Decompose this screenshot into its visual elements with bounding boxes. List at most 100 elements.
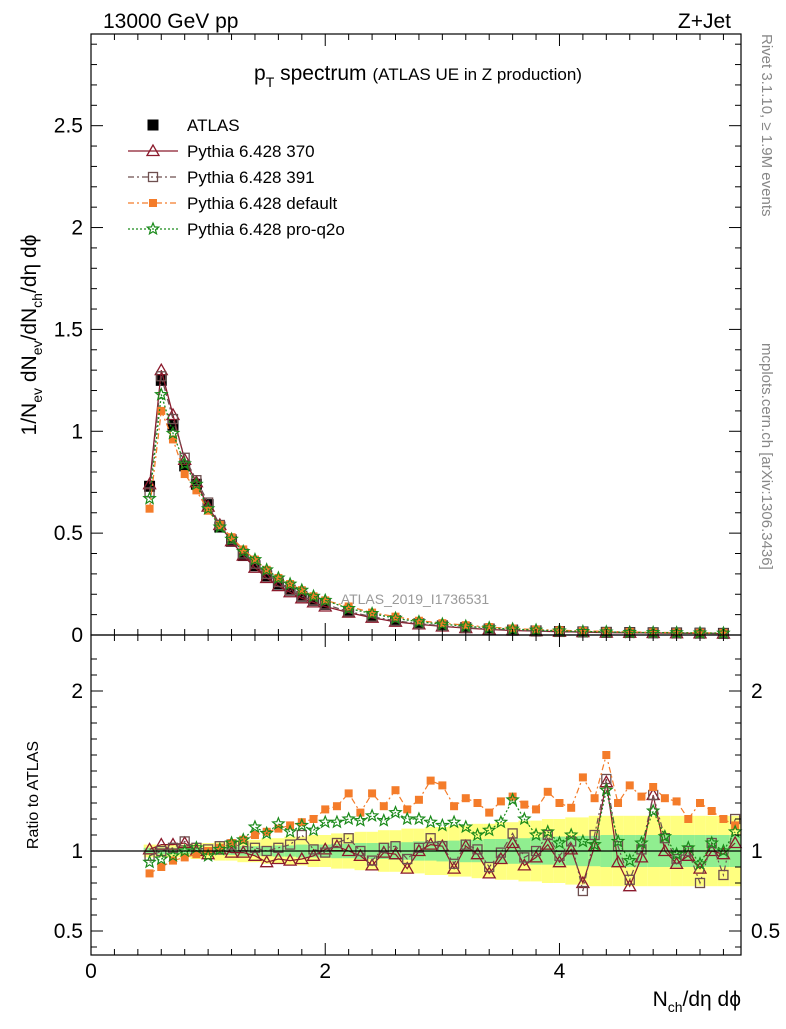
ylabel-sub-3: ch bbox=[29, 293, 45, 308]
ratio-point-pythia-6-428-391 bbox=[460, 839, 471, 850]
point-pythia-6-428-default bbox=[485, 623, 494, 632]
energy-label: 13000 GeV pp bbox=[103, 10, 238, 33]
main-ytick-label: 0 bbox=[71, 624, 83, 647]
legend-marker bbox=[147, 171, 159, 183]
ratio-point-pythia-6-428-pro-q2o bbox=[505, 792, 520, 806]
ratio-point-pythia-6-428-391 bbox=[484, 861, 495, 873]
ratio-point-pythia-6-428-pro-q2o bbox=[517, 811, 532, 826]
ratio-point-pythia-6-428-pro-q2o bbox=[692, 856, 708, 870]
ratio-point-pythia-6-428-default bbox=[684, 815, 693, 823]
point-pythia-6-428-default bbox=[239, 545, 248, 554]
ratio-point-pythia-6-428-370 bbox=[154, 837, 169, 850]
ratio-point-pythia-6-428-pro-q2o bbox=[528, 827, 544, 842]
ratio-point-pythia-6-428-default bbox=[485, 808, 494, 817]
legend-marker bbox=[149, 199, 157, 207]
point-pythia-6-428-370 bbox=[282, 584, 298, 598]
ratio-point-pythia-6-428-default bbox=[438, 781, 447, 790]
ratio-point-pythia-6-428-default bbox=[602, 751, 611, 759]
ratio-point-pythia-6-428-pro-q2o bbox=[540, 824, 556, 838]
ratio-point-pythia-6-428-default bbox=[660, 794, 669, 803]
ratio-point-pythia-6-428-default bbox=[379, 802, 388, 811]
ratio-point-pythia-6-428-pro-q2o bbox=[306, 822, 321, 837]
ratio-point-pythia-6-428-pro-q2o bbox=[435, 817, 450, 832]
legend-entry-pythia-6-428-370: Pythia 6.428 370 bbox=[128, 142, 315, 161]
ratio-point-pythia-6-428-391 bbox=[542, 829, 553, 841]
ratio-point-pythia-6-428-391 bbox=[694, 877, 706, 889]
ratio-point-pythia-6-428-391 bbox=[624, 874, 635, 885]
ratio-point-pythia-6-428-pro-q2o bbox=[587, 836, 602, 851]
ratio-point-pythia-6-428-370 bbox=[400, 861, 415, 874]
ratio-point-pythia-6-428-default bbox=[567, 803, 576, 812]
ratio-point-pythia-6-428-370 bbox=[634, 850, 649, 863]
ratio-point-pythia-6-428-default bbox=[555, 799, 564, 807]
point-pythia-6-428-default bbox=[145, 504, 154, 513]
ratio-point-pythia-6-428-pro-q2o bbox=[212, 841, 228, 856]
ratio-point-pythia-6-428-pro-q2o bbox=[411, 811, 427, 826]
title-main-sub: T bbox=[266, 74, 275, 90]
point-pythia-6-428-pro-q2o bbox=[364, 605, 380, 620]
ratio-point-pythia-6-428-391 bbox=[577, 885, 589, 897]
point-pythia-6-428-default bbox=[157, 406, 166, 415]
ratio-point-pythia-6-428-default bbox=[297, 818, 306, 827]
point-pythia-6-428-default bbox=[180, 470, 189, 479]
point-pythia-6-428-370 bbox=[247, 560, 263, 573]
point-pythia-6-428-default bbox=[168, 435, 177, 444]
point-pythia-6-428-pro-q2o bbox=[341, 600, 356, 615]
ratio-point-pythia-6-428-370 bbox=[271, 851, 286, 865]
ratio-point-pythia-6-428-370 bbox=[704, 843, 719, 857]
ratio-point-pythia-6-428-pro-q2o bbox=[153, 851, 169, 866]
main-y-axis-label: 1/Nev dNev/dNch/dη dϕ bbox=[18, 235, 45, 436]
point-atlas bbox=[249, 560, 261, 572]
ratio-point-pythia-6-428-391 bbox=[366, 855, 378, 866]
ratio-ytick-label: 1 bbox=[71, 840, 83, 863]
ratio-panel-frame bbox=[90, 634, 742, 956]
ratio-point-pythia-6-428-391 bbox=[472, 844, 483, 855]
ratio-ytick-label-right: 0.5 bbox=[751, 920, 780, 943]
ratio-point-pythia-6-428-default bbox=[368, 789, 377, 798]
ratio-point-pythia-6-428-pro-q2o bbox=[341, 811, 356, 826]
ratio-point-pythia-6-428-391 bbox=[296, 829, 307, 841]
point-pythia-6-428-default bbox=[309, 592, 318, 601]
ratio-point-pythia-6-428-default bbox=[168, 856, 177, 865]
legend-entry-pythia-6-428-default: Pythia 6.428 default bbox=[128, 194, 338, 213]
ratio-point-pythia-6-428-391 bbox=[671, 853, 682, 865]
ratio-point-pythia-6-428-pro-q2o bbox=[247, 819, 263, 834]
ratio-point-pythia-6-428-default bbox=[707, 807, 716, 815]
ylabel-part-1: 1/N bbox=[18, 403, 41, 436]
ratio-point-pythia-6-428-default bbox=[508, 792, 517, 801]
point-atlas bbox=[144, 480, 156, 492]
ratio-point-pythia-6-428-pro-q2o bbox=[388, 804, 403, 819]
ratio-point-pythia-6-428-391 bbox=[402, 853, 413, 865]
ratio-point-pythia-6-428-pro-q2o bbox=[493, 814, 509, 829]
ratio-point-pythia-6-428-391 bbox=[343, 833, 354, 844]
ylabel-part-3: /dN bbox=[18, 308, 41, 341]
ratio-point-pythia-6-428-pro-q2o bbox=[458, 819, 474, 834]
ratio-point-pythia-6-428-default bbox=[344, 789, 353, 798]
ratio-point-pythia-6-428-pro-q2o bbox=[399, 811, 415, 826]
ratio-point-pythia-6-428-default bbox=[250, 831, 259, 839]
point-pythia-6-428-370 bbox=[154, 362, 169, 376]
ratio-point-pythia-6-428-391 bbox=[308, 844, 319, 855]
ratio-point-pythia-6-428-370 bbox=[388, 846, 403, 860]
ratio-point-pythia-6-428-pro-q2o bbox=[634, 835, 649, 850]
ratio-point-pythia-6-428-391 bbox=[425, 833, 436, 844]
ratio-point-pythia-6-428-default bbox=[180, 853, 189, 862]
ratio-point-pythia-6-428-pro-q2o bbox=[716, 843, 731, 858]
xlabel-part-1: N bbox=[653, 988, 668, 1011]
ratio-point-pythia-6-428-default bbox=[450, 802, 459, 811]
ratio-point-pythia-6-428-default bbox=[719, 815, 728, 823]
ratio-point-pythia-6-428-370 bbox=[622, 878, 637, 892]
ratio-series-pythia-6-428-391 bbox=[144, 773, 741, 897]
point-pythia-6-428-pro-q2o bbox=[317, 592, 333, 607]
point-pythia-6-428-391 bbox=[156, 371, 167, 382]
ratio-point-pythia-6-428-default bbox=[356, 808, 365, 817]
legend-marker bbox=[145, 143, 161, 157]
point-atlas bbox=[272, 578, 284, 590]
ratio-point-pythia-6-428-default bbox=[696, 799, 705, 807]
ratio-point-pythia-6-428-default bbox=[520, 800, 529, 809]
point-atlas bbox=[167, 419, 179, 431]
ratio-point-pythia-6-428-391 bbox=[167, 842, 179, 853]
ratio-line-pythia-6-428-pro-q2o bbox=[149, 790, 736, 865]
ratio-point-pythia-6-428-pro-q2o bbox=[622, 852, 638, 867]
ratio-point-pythia-6-428-391 bbox=[273, 842, 284, 853]
